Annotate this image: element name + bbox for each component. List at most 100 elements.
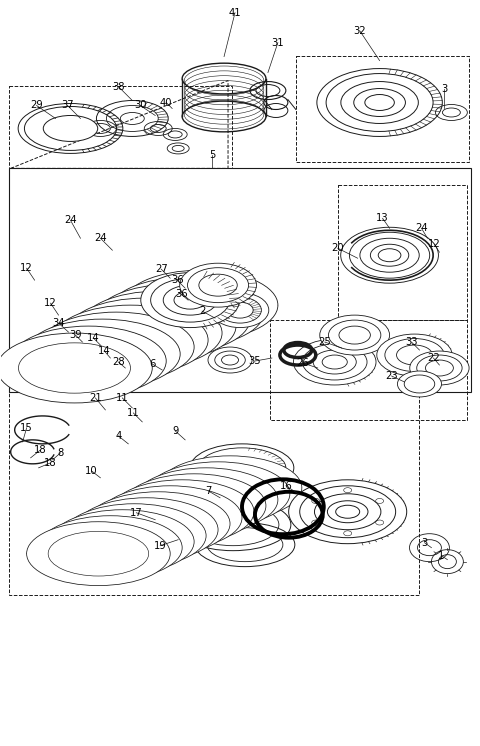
Ellipse shape [385,339,444,372]
Text: 2: 2 [199,306,205,316]
Ellipse shape [341,228,438,283]
Text: 3: 3 [441,84,447,93]
Ellipse shape [24,319,180,389]
Ellipse shape [43,116,98,142]
Text: 36: 36 [175,289,188,299]
Ellipse shape [314,494,381,530]
Text: 4: 4 [115,431,121,441]
Text: 27: 27 [155,264,168,275]
Ellipse shape [328,320,381,350]
Ellipse shape [38,515,182,580]
Text: 40: 40 [160,98,172,107]
Ellipse shape [218,297,262,323]
Text: 13: 13 [376,213,389,223]
Ellipse shape [188,268,249,303]
Ellipse shape [425,360,454,376]
Text: 24: 24 [64,216,77,225]
Ellipse shape [288,480,407,544]
Ellipse shape [120,495,220,540]
Ellipse shape [320,315,390,355]
Ellipse shape [168,471,268,516]
Ellipse shape [110,480,254,544]
Text: 36: 36 [171,275,183,285]
Text: 25: 25 [318,337,331,347]
Ellipse shape [48,531,149,576]
Text: 15: 15 [20,423,33,433]
Ellipse shape [397,371,442,397]
Ellipse shape [360,238,419,272]
Ellipse shape [211,292,269,327]
Ellipse shape [396,345,432,365]
Ellipse shape [122,474,266,538]
Ellipse shape [300,486,396,538]
Ellipse shape [60,525,161,570]
Ellipse shape [132,489,232,534]
Text: 23: 23 [385,371,398,381]
Text: 17: 17 [130,508,143,518]
Text: 8: 8 [58,448,64,458]
Ellipse shape [404,375,435,393]
Ellipse shape [349,232,430,278]
Ellipse shape [116,294,228,344]
Ellipse shape [108,278,264,347]
Ellipse shape [98,486,242,550]
Text: 12: 12 [428,239,441,249]
Text: 12: 12 [20,263,33,273]
Ellipse shape [371,244,409,266]
Text: 9: 9 [172,426,179,436]
Text: 32: 32 [353,25,366,36]
Ellipse shape [102,301,214,351]
Text: 39: 39 [69,330,82,340]
Text: 20: 20 [331,243,344,253]
Text: 14: 14 [98,346,111,356]
Ellipse shape [208,347,252,373]
Text: 22: 22 [427,353,440,363]
Ellipse shape [11,326,166,396]
Ellipse shape [74,498,218,562]
Ellipse shape [130,287,242,337]
Ellipse shape [141,273,240,327]
Text: 19: 19 [154,541,167,551]
Ellipse shape [336,505,360,518]
Ellipse shape [222,355,239,365]
Ellipse shape [108,501,208,546]
Text: 5: 5 [209,151,215,160]
Text: 37: 37 [61,101,74,110]
Ellipse shape [151,278,229,322]
Ellipse shape [50,510,194,574]
Ellipse shape [38,312,194,382]
Ellipse shape [313,350,356,374]
Ellipse shape [144,280,256,330]
Ellipse shape [19,343,131,393]
Text: 33: 33 [405,337,418,347]
Ellipse shape [26,521,170,586]
Ellipse shape [72,519,173,564]
Text: 24: 24 [94,233,107,243]
Ellipse shape [74,315,186,366]
Text: 30: 30 [134,101,146,110]
Ellipse shape [33,336,144,386]
Ellipse shape [417,355,462,381]
Text: 21: 21 [89,393,102,403]
Text: 38: 38 [112,81,125,92]
Ellipse shape [95,284,250,354]
Text: 29: 29 [30,101,43,110]
Text: 31: 31 [272,37,284,48]
Ellipse shape [174,291,206,309]
Ellipse shape [52,305,208,375]
Ellipse shape [134,468,278,532]
Ellipse shape [163,285,217,315]
Text: 6: 6 [149,359,156,369]
Text: 14: 14 [87,333,100,343]
Text: 7: 7 [205,486,211,496]
Ellipse shape [0,333,152,403]
Ellipse shape [410,351,469,385]
Ellipse shape [378,248,401,262]
Text: 24: 24 [415,223,428,233]
Text: 12: 12 [44,298,57,308]
Ellipse shape [81,291,236,361]
Ellipse shape [215,351,245,369]
Ellipse shape [84,513,185,558]
Ellipse shape [88,308,200,358]
Ellipse shape [156,477,256,522]
